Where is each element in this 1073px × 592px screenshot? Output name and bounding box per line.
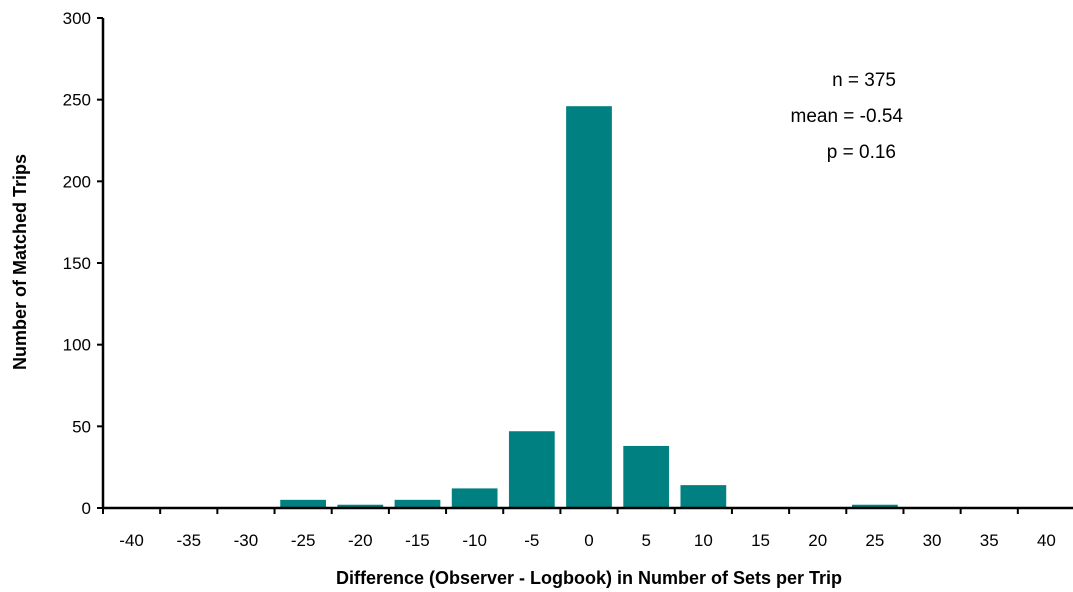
x-axis-title: Difference (Observer - Logbook) in Numbe… [336, 568, 842, 588]
bar-5 [623, 445, 670, 508]
y-axis-ticks: 0 50 100 150 200 250 300 [63, 9, 103, 518]
bar--25 [280, 499, 326, 508]
bar--15 [394, 499, 441, 508]
bar--20 [337, 504, 384, 508]
y-tick-label: 150 [63, 254, 91, 273]
y-tick-label: 250 [63, 91, 91, 110]
x-tick-label: -10 [462, 531, 487, 550]
x-tick-label: -5 [524, 531, 539, 550]
x-tick-label: 0 [584, 531, 593, 550]
x-tick-label: 15 [751, 531, 770, 550]
x-tick-label: 35 [980, 531, 999, 550]
y-tick-label: 300 [63, 9, 91, 28]
bar-25 [852, 504, 898, 508]
y-tick-label: 200 [63, 172, 91, 191]
x-tick-label: 30 [923, 531, 942, 550]
bar--10 [451, 488, 498, 508]
x-tick-label: 25 [865, 531, 884, 550]
bar-0 [566, 106, 612, 508]
x-tick-label: 40 [1037, 531, 1056, 550]
bars-group [280, 106, 898, 508]
bar--5 [508, 431, 555, 508]
y-tick-label: 50 [72, 417, 91, 436]
y-tick-label: 100 [63, 336, 91, 355]
x-axis-ticks: -40 -35 -30 -25 -20 -15 -10 -5 0 5 10 15 20 25 30 35 40 [102, 508, 1056, 550]
x-tick-label: -30 [234, 531, 259, 550]
bar-10 [680, 485, 727, 508]
x-tick-label: -25 [291, 531, 316, 550]
x-tick-label: 20 [808, 531, 827, 550]
annotation-mean: mean = -0.54 [791, 106, 904, 127]
x-tick-label: -15 [405, 531, 430, 550]
x-tick-label: 10 [694, 531, 713, 550]
x-tick-label: -40 [119, 531, 144, 550]
x-tick-label: -35 [176, 531, 201, 550]
x-tick-label: -20 [348, 531, 373, 550]
annotation-p: p = 0.16 [827, 142, 896, 163]
y-axis-title: Number of Matched Trips [10, 154, 30, 370]
y-tick-label: 0 [82, 499, 91, 518]
annotation-n: n = 375 [832, 70, 896, 91]
x-tick-label: 5 [641, 531, 650, 550]
